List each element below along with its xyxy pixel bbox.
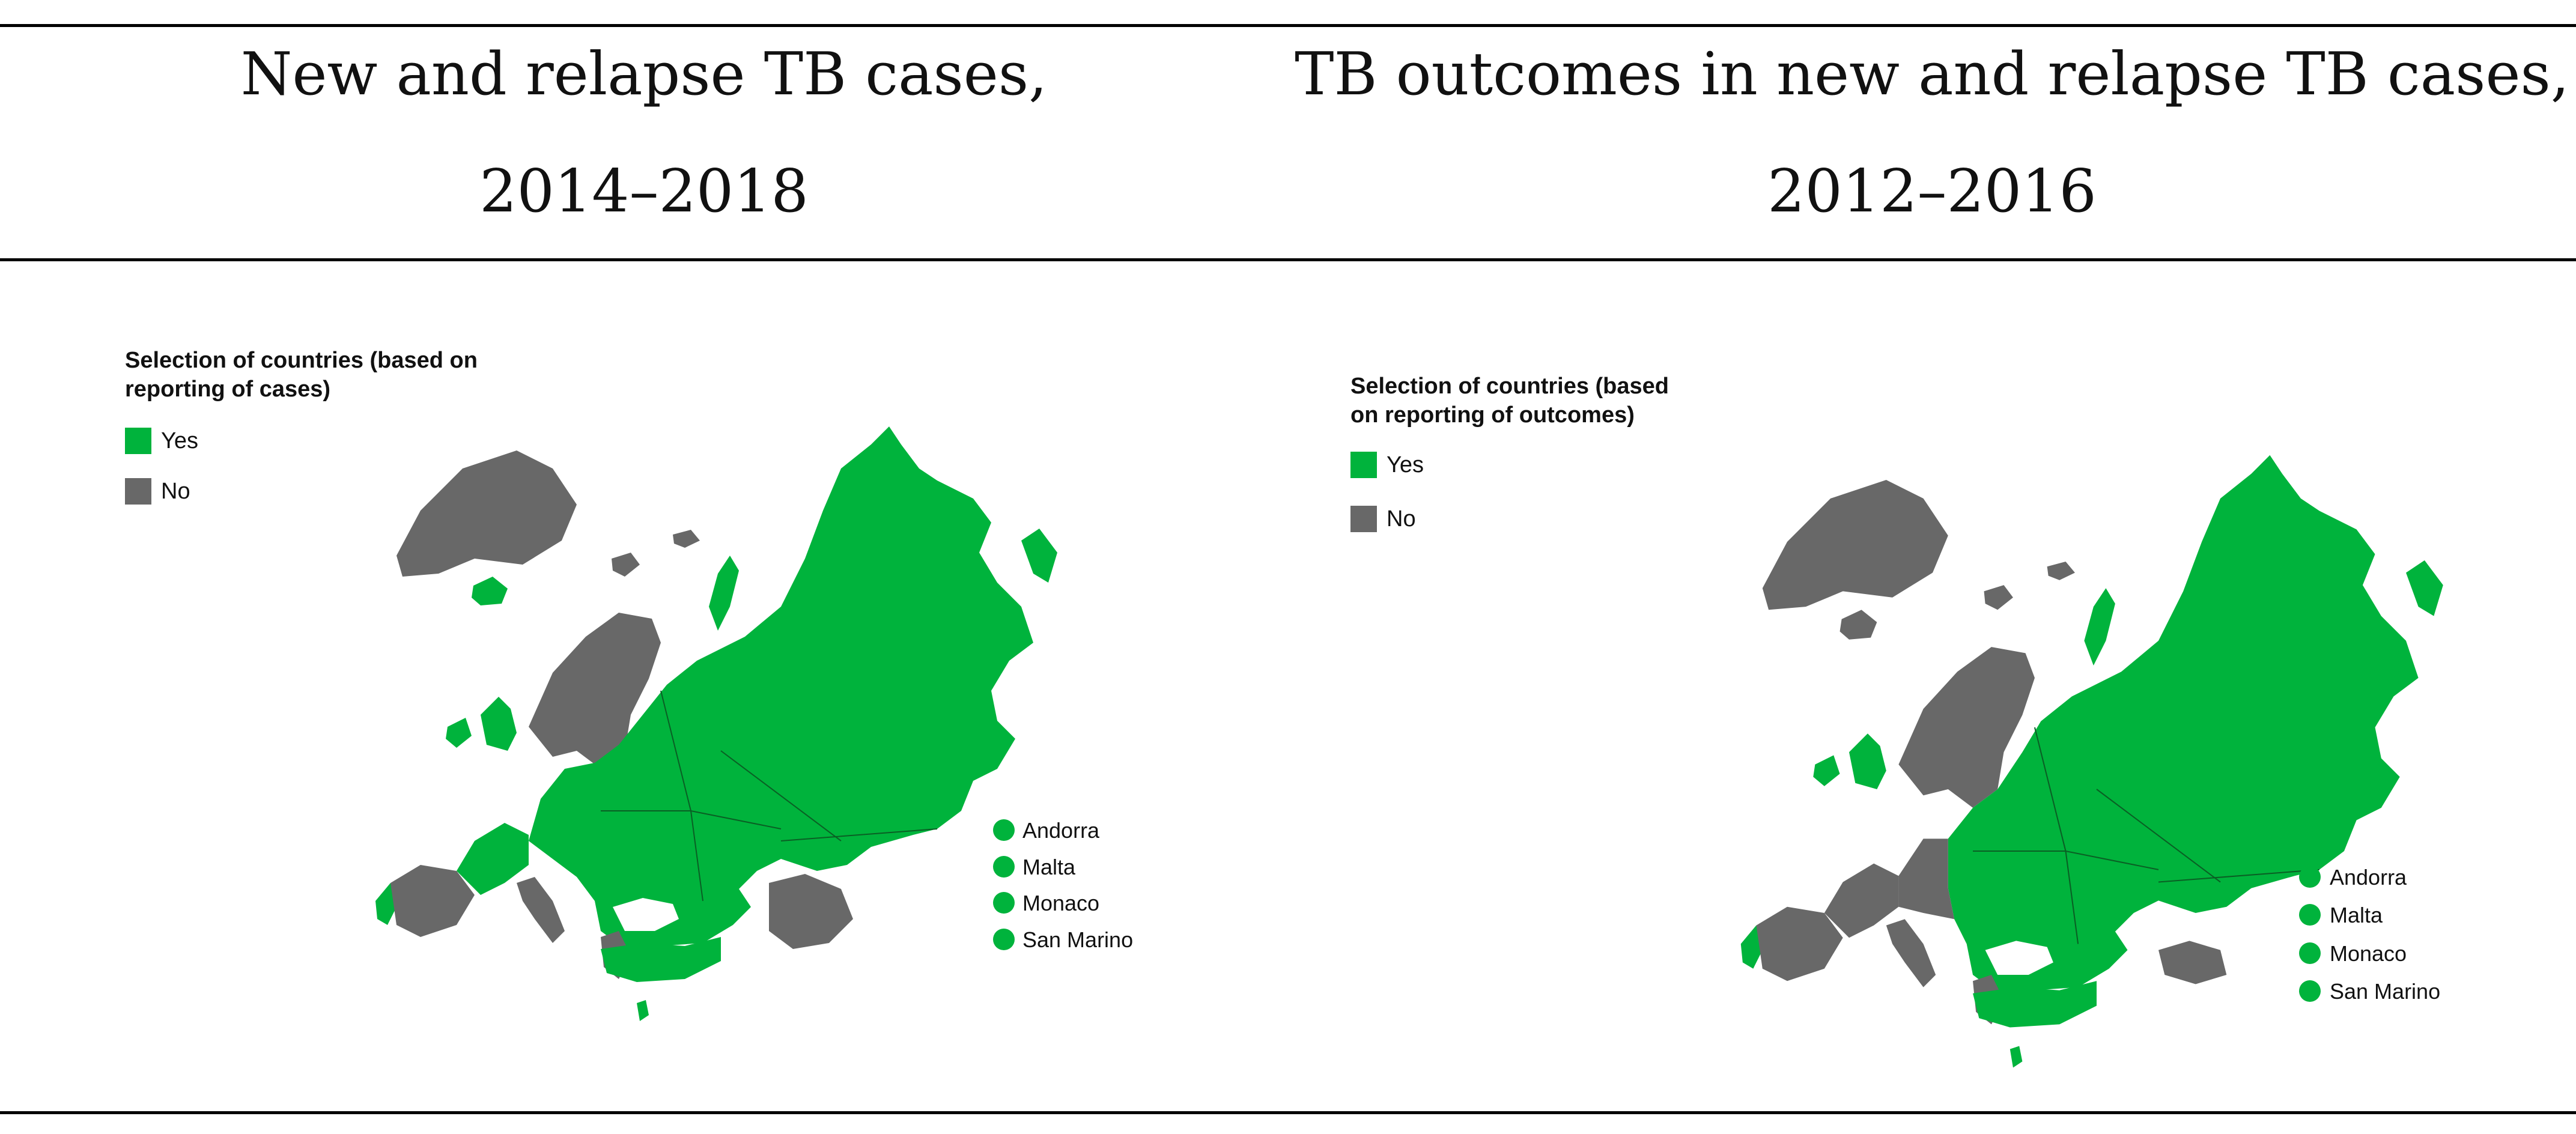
label-san-marino: San Marino <box>2330 979 2440 1004</box>
greenland-shape <box>1762 480 1948 610</box>
legend-left: Selection of countries (based on reporti… <box>125 348 478 505</box>
label-andorra: Andorra <box>1022 818 1100 843</box>
dot-malta <box>2299 904 2321 926</box>
small-countries-legend-right: Andorra Malta Monaco San Marino <box>2299 865 2440 1004</box>
central-asia-shape <box>2158 941 2227 984</box>
legend-label-yes: Yes <box>1387 452 1424 478</box>
portugal-shape <box>375 883 396 925</box>
black-sea-shape <box>1985 941 2053 975</box>
label-monaco: Monaco <box>2330 941 2407 966</box>
franz-josef-shape <box>673 530 700 548</box>
legend-title-line2: on reporting of outcomes) <box>1350 402 1635 428</box>
dot-san-marino <box>993 929 1015 950</box>
novaya-zemlya-shape <box>709 556 739 631</box>
central-asia-shape <box>769 874 853 949</box>
italy-shape <box>517 877 565 943</box>
svalbard-shape <box>612 553 640 577</box>
map-panel-right: Selection of countries (based on reporti… <box>1350 374 2443 1068</box>
legend-title-line1: Selection of countries (based <box>1350 374 1669 399</box>
turkey-shape <box>601 937 721 982</box>
legend-swatch-yes <box>1350 452 1377 478</box>
label-monaco: Monaco <box>1022 891 1099 915</box>
svalbard-shape <box>1984 585 2013 610</box>
legend-title-line1: Selection of countries (based on <box>125 348 478 373</box>
iceland-shape <box>472 577 508 605</box>
legend-label-no: No <box>161 479 190 504</box>
eurasia-shape <box>1948 455 2419 993</box>
kamchatka-shape <box>2406 560 2443 616</box>
label-malta: Malta <box>2330 903 2383 927</box>
legend-swatch-no <box>1350 506 1377 532</box>
italy-shape <box>1886 919 1936 987</box>
borders <box>1972 727 2319 944</box>
uk-shape <box>1849 733 1886 789</box>
legend-label-no: No <box>1387 506 1416 532</box>
label-san-marino: San Marino <box>1022 927 1133 952</box>
kamchatka-shape <box>1021 529 1057 583</box>
cyprus-shape <box>637 1000 649 1021</box>
cyprus-shape <box>2009 1046 2023 1068</box>
dot-monaco <box>993 892 1015 914</box>
france-shape <box>1824 863 1899 938</box>
dot-malta <box>993 856 1015 878</box>
ireland-shape <box>446 718 472 748</box>
bottom-rule <box>0 1111 2576 1114</box>
legend-swatch-yes <box>125 428 151 454</box>
turkey-shape <box>1973 981 2097 1028</box>
header-rule <box>0 258 2576 261</box>
small-countries-legend-left: Andorra Malta Monaco San Marino <box>993 818 1133 952</box>
uk-shape <box>481 697 517 751</box>
legend-swatch-no <box>125 478 151 505</box>
legend-right: Selection of countries (based on reporti… <box>1350 374 1669 532</box>
label-malta: Malta <box>1022 855 1076 879</box>
eurasia-shape <box>529 426 1033 949</box>
legend-title-line2: reporting of cases) <box>125 377 330 402</box>
scandinavia-shape <box>1898 647 2035 808</box>
spain-shape <box>390 865 475 937</box>
black-sea-shape <box>613 898 679 931</box>
greenland-shape <box>396 450 577 577</box>
top-rule <box>0 24 2576 27</box>
header-right-line2: 2012–2016 <box>1767 157 2097 226</box>
borders <box>601 690 938 902</box>
map-right <box>1740 455 2443 1068</box>
france-shape <box>457 823 529 895</box>
central-europe-shape <box>1898 838 1955 920</box>
spain-shape <box>1756 906 1843 981</box>
ireland-shape <box>1813 755 1840 786</box>
header-left-line1: New and relapse TB cases, <box>240 40 1048 109</box>
scandinavia-shape <box>529 613 661 769</box>
dot-san-marino <box>2299 980 2321 1002</box>
dot-monaco <box>2299 942 2321 964</box>
map-panel-left: Selection of countries (based on reporti… <box>125 348 1133 1021</box>
header-right-line1: TB outcomes in new and relapse TB cases, <box>1295 40 2569 109</box>
header-left-line2: 2014–2018 <box>479 157 809 226</box>
portugal-shape <box>1740 925 1763 969</box>
dot-andorra <box>993 819 1015 841</box>
iceland-shape <box>1839 610 1877 640</box>
novaya-zemlya-shape <box>2084 588 2115 666</box>
legend-label-yes: Yes <box>161 428 198 453</box>
map-left <box>375 426 1057 1021</box>
dot-andorra <box>2299 866 2321 888</box>
franz-josef-shape <box>2047 561 2075 580</box>
label-andorra: Andorra <box>2330 865 2407 890</box>
